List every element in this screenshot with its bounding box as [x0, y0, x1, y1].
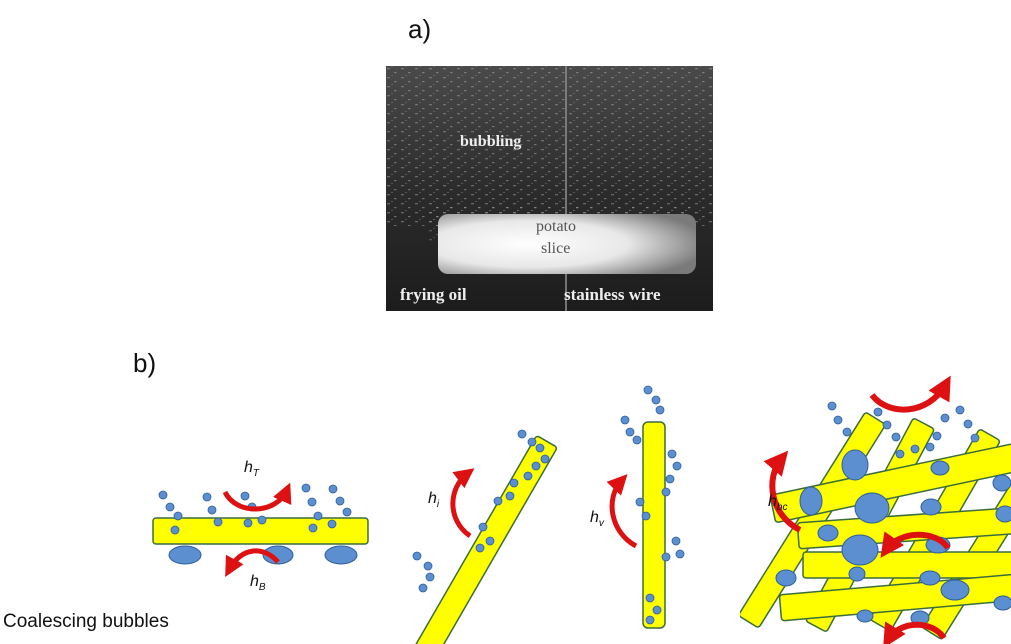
vertical-strip — [642, 421, 666, 629]
h-bundle-symbol: hbc — [768, 493, 787, 513]
inclined-heat-arrow — [450, 468, 475, 539]
strip-bundle-group — [740, 375, 1011, 644]
h-top-symbol: hT — [244, 459, 260, 479]
horizontal-strip-group: hT hB — [152, 459, 369, 593]
h-vertical-symbol: hv — [590, 509, 605, 529]
bundle-top-heat-arrow — [869, 375, 951, 413]
bundle-strips — [740, 412, 1011, 640]
frying-photo: bubbling potato slice frying oil stainle… — [386, 66, 713, 311]
inclined-strip-group: hi — [406, 429, 558, 644]
heat-transfer-diagram: hT hB hi hv — [152, 375, 1011, 644]
vertical-heat-arrow — [606, 474, 638, 549]
frying-oil-label: frying oil — [400, 285, 467, 304]
h-bottom-symbol: hB — [250, 573, 266, 593]
vertical-bubbles — [620, 385, 685, 625]
bottom-bubbles — [168, 545, 358, 565]
bundle-middle-heat-arrow — [880, 531, 951, 558]
slice-label: slice — [541, 240, 570, 257]
potato-slice-shape — [438, 214, 696, 274]
bubbling-texture — [386, 66, 713, 226]
inclined-strip — [406, 435, 558, 644]
bundle-small-bubbles — [827, 401, 980, 459]
vertical-strip-group: hv — [590, 385, 685, 629]
stainless-wire-label: stainless wire — [564, 285, 661, 304]
bottom-heat-arrow — [225, 548, 280, 578]
bundle-large-bubbles — [775, 449, 1011, 626]
panel-b-label: b) — [133, 348, 157, 378]
top-bubbles — [158, 483, 352, 535]
panel-a-label: a) — [408, 14, 432, 44]
inclined-bubbles — [412, 429, 550, 593]
top-heat-arrow — [222, 482, 292, 512]
bundle-side-heat-arrow — [763, 450, 802, 533]
coalescing-bubbles-caption: Coalescing bubbles — [3, 611, 169, 632]
bubbling-label: bubbling — [460, 133, 521, 150]
bundle-bottom-heat-arrow — [883, 621, 947, 644]
potato-label: potato — [536, 218, 576, 235]
h-inclined-symbol: hi — [428, 490, 440, 510]
